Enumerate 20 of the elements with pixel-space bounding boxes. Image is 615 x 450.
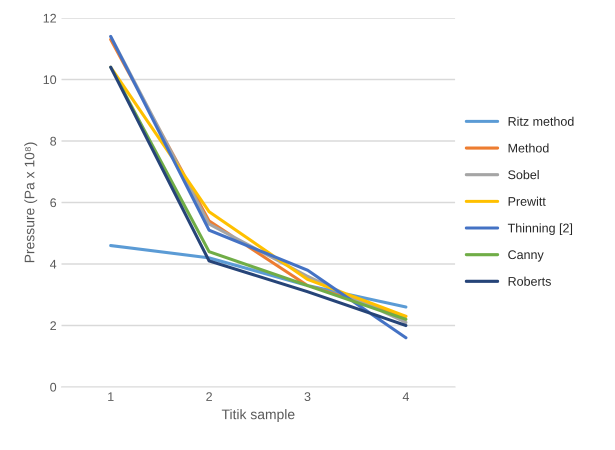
legend-label: Method [508,143,548,153]
x-tick-label: 3 [304,392,310,402]
x-tick-label: 2 [206,392,212,401]
x-tick-label: 1 [108,392,114,401]
legend-label: Prewitt [508,196,546,206]
x-axis-title: Titik sample [222,409,294,422]
y-tick-label: 2 [50,321,56,330]
legend-label: Thinning [2] [508,223,572,235]
x-tick-label: 4 [402,392,410,401]
y-tick-label: 10 [44,75,56,84]
legend-label: Roberts [508,276,551,286]
legend-label: Sobel [508,170,539,180]
y-tick-label: 12 [44,14,56,23]
y-axis-title: Pressure (Pa x 10⁸) [24,142,38,262]
y-tick-label: 6 [50,198,56,208]
y-tick-label: 8 [50,136,56,146]
y-tick-label: 0 [50,382,56,392]
legend-label: Ritz method [508,116,574,126]
y-tick-label: 4 [50,260,56,269]
legend-label: Canny [508,250,544,262]
